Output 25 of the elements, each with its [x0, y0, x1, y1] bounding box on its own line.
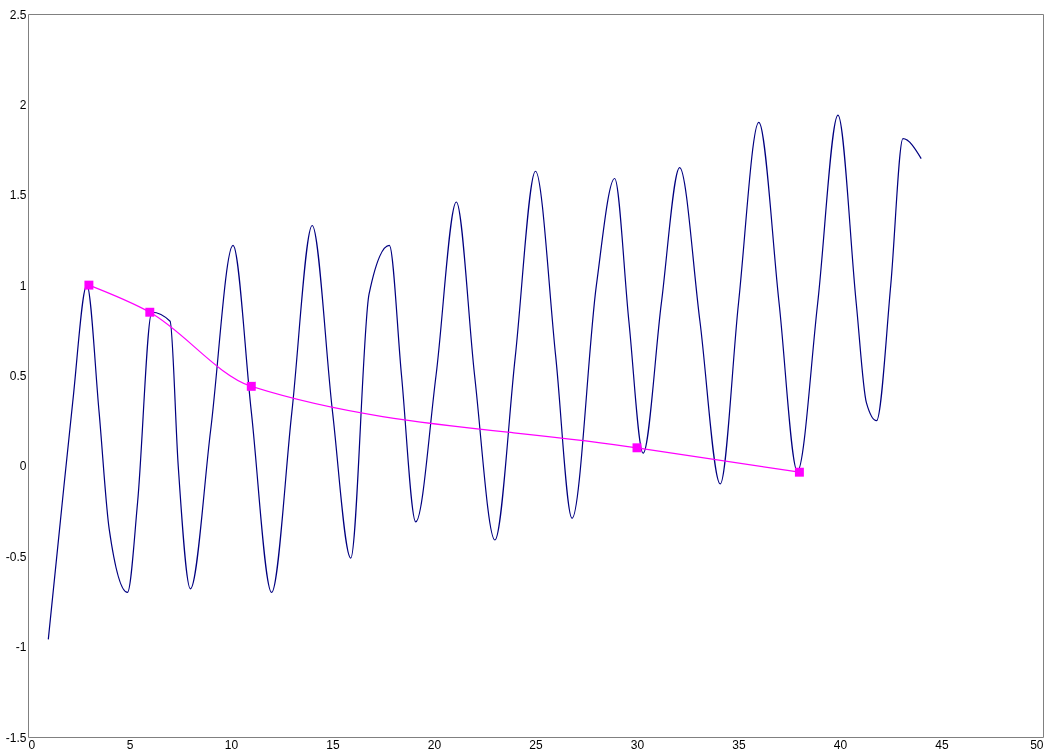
- line-series: [47, 114, 922, 640]
- y-tick-label: 2.5: [9, 7, 27, 22]
- y-tick-label: 1: [19, 278, 27, 293]
- x-tick-label: 40: [833, 737, 848, 752]
- point: [246, 381, 256, 391]
- point: [632, 443, 642, 453]
- y-tick-label: -1: [15, 640, 27, 655]
- x-tick-label: 15: [326, 737, 340, 752]
- y-tick-label: 2: [19, 97, 27, 112]
- point: [794, 467, 804, 477]
- y-tick-label: 0: [19, 459, 27, 474]
- y-tick-label: 0.5: [9, 369, 27, 383]
- y-tick-label: -0.5: [5, 549, 27, 564]
- x-tick-label: 45: [935, 737, 949, 752]
- x-tick-label: 30: [630, 737, 645, 752]
- x-tick-label: 10: [224, 737, 239, 752]
- point: [145, 307, 155, 317]
- x-tick-label: 50: [1030, 737, 1044, 752]
- x-tick-label: 35: [732, 737, 746, 752]
- x-tick-label: 20: [427, 737, 442, 752]
- y-tick-label: -1.5: [5, 730, 27, 745]
- x-tick-label: 5: [126, 737, 134, 752]
- y-tick-label: 1.5: [9, 188, 27, 203]
- point: [84, 280, 94, 290]
- x-tick-label: 25: [529, 737, 543, 752]
